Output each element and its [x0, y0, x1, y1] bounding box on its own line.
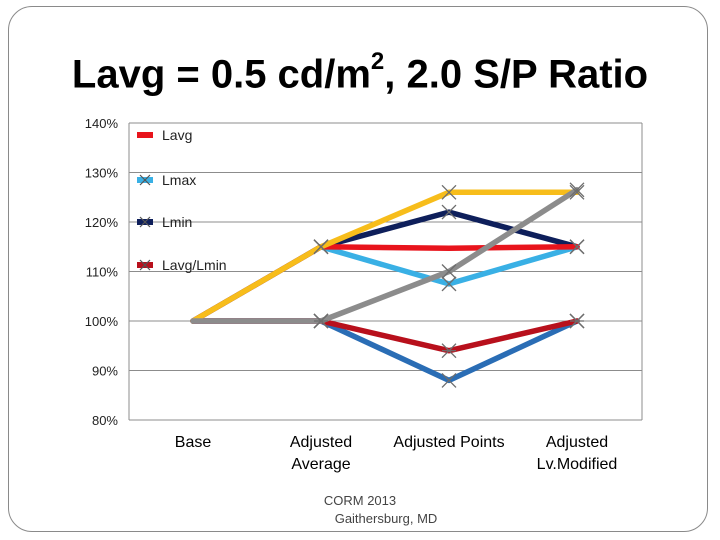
legend-item: Lavg/Lmin: [137, 257, 227, 273]
footer: CORM 2013 Gaithersburg, MD: [0, 492, 720, 528]
legend: Lavg Lmax Lmin Lavg/Lmin: [137, 127, 227, 273]
x-axis: Base Adjusted Average Adjusted Points Adjust…: [175, 434, 618, 473]
series-lmax: [190, 244, 580, 324]
series-lavg: [190, 244, 580, 324]
x-category-label: Adjusted: [546, 434, 608, 451]
y-tick-label: 90%: [92, 364, 118, 379]
series-markers: [313, 182, 585, 329]
series-line: [190, 244, 580, 324]
data-point-marker: [441, 184, 457, 200]
series-line: [190, 244, 580, 324]
legend-label: Lmin: [162, 214, 192, 230]
data-point-marker: [441, 264, 457, 279]
data-point-marker: [569, 239, 585, 255]
x-category-label: Average: [291, 456, 350, 473]
series-unlabeled-4: [190, 318, 580, 384]
legend-label: Lavg/Lmin: [162, 257, 227, 273]
series-line: [190, 187, 580, 324]
series-lines: [190, 182, 585, 388]
data-point-marker: [569, 182, 585, 198]
data-point-marker: [441, 204, 457, 220]
title-superscript: 2: [370, 48, 385, 75]
x-category-label: Adjusted Points: [393, 434, 504, 451]
legend-marker: [139, 259, 151, 271]
data-point-marker: [441, 276, 457, 292]
x-category-label: Lv.Modified: [537, 456, 618, 473]
title-rest: , 2.0 S/P Ratio: [384, 52, 649, 97]
series-line: [190, 318, 580, 384]
legend-item: Lavg: [137, 127, 192, 143]
x-category-label: Adjusted: [290, 434, 352, 451]
legend-item: Lmin: [137, 214, 192, 230]
legend-marker: [139, 174, 151, 186]
y-tick-label: 120%: [85, 215, 119, 230]
footer-location: Gaithersburg, MD: [334, 511, 438, 526]
y-tick-label: 140%: [85, 116, 119, 131]
legend-item: Lmax: [137, 172, 196, 188]
series-unlabeled-5: [190, 189, 580, 324]
legend-label: Lmax: [162, 172, 196, 188]
series-unlabeled-6: [190, 187, 580, 324]
y-axis: 80% 90% 100% 110% 120% 130% 140%: [85, 116, 643, 428]
data-point-marker: [313, 313, 329, 329]
legend-label: Lavg: [162, 127, 192, 143]
slide-frame: [8, 6, 708, 532]
legend-marker: [139, 216, 151, 228]
series-markers: [313, 184, 585, 255]
data-point-marker: [441, 372, 457, 388]
chart-title: Lavg = 0.5 cd/m2, 2.0 S/P Ratio: [0, 48, 720, 97]
x-category-label: Base: [175, 434, 212, 451]
y-tick-label: 130%: [85, 166, 119, 181]
data-point-marker: [569, 184, 585, 200]
y-tick-label: 110%: [86, 265, 119, 280]
y-tick-label: 80%: [92, 413, 118, 428]
y-tick-label: 100%: [85, 314, 119, 329]
footer-conference: CORM 2013: [323, 493, 397, 508]
data-point-marker: [313, 239, 329, 255]
series-line: [190, 189, 580, 324]
title-main: Lavg = 0.5 cd/m: [71, 52, 371, 97]
